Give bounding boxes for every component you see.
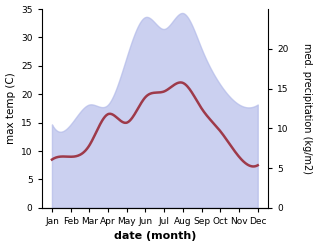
X-axis label: date (month): date (month) (114, 231, 196, 242)
Y-axis label: med. precipitation (kg/m2): med. precipitation (kg/m2) (302, 43, 313, 174)
Y-axis label: max temp (C): max temp (C) (5, 73, 16, 144)
